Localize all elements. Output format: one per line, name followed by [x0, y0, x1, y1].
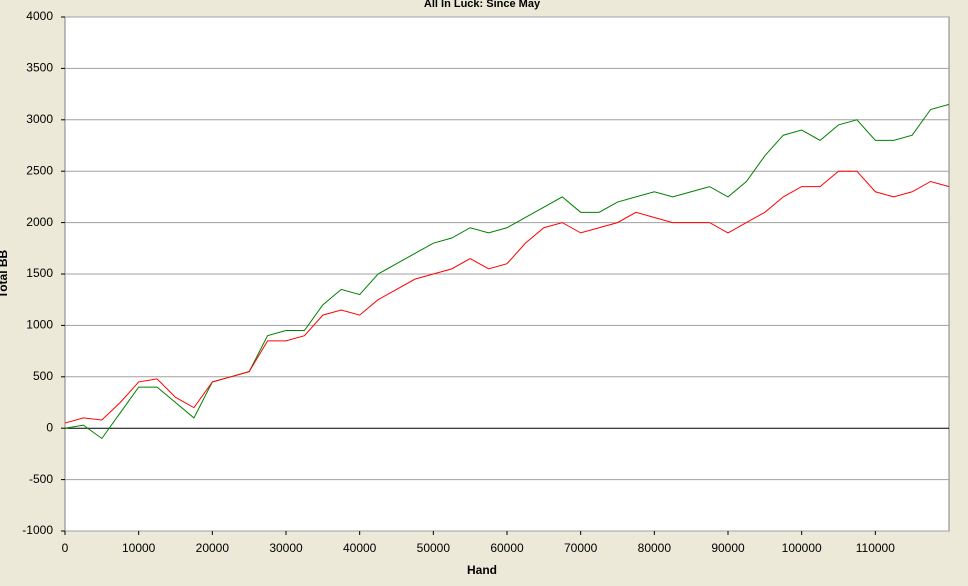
x-tick-label: 10000: [122, 541, 156, 555]
x-tick-label: 90000: [711, 541, 745, 555]
chart-title: All In Luck: Since May: [424, 0, 541, 10]
y-tick-label: 2500: [26, 163, 53, 177]
y-tick-label: 4000: [26, 9, 53, 23]
x-tick-label: 70000: [564, 541, 598, 555]
series-line: [64, 170, 950, 424]
x-tick-label: 50000: [417, 541, 451, 555]
y-tick-label: 1000: [26, 318, 53, 332]
y-tick-label: -500: [29, 472, 53, 486]
x-tick-label: 40000: [343, 541, 377, 555]
y-tick-label: -1000: [22, 523, 53, 537]
x-tick-label: 30000: [269, 541, 303, 555]
x-tick-label: 20000: [196, 541, 230, 555]
x-tick-label: 80000: [638, 541, 672, 555]
y-tick-label: 500: [33, 369, 53, 383]
x-tick-label: 60000: [490, 541, 524, 555]
y-tick-label: 0: [46, 420, 53, 434]
x-tick-label: 100000: [782, 541, 822, 555]
y-tick-label: 3500: [26, 61, 53, 75]
y-tick-label: 3000: [26, 112, 53, 126]
y-axis-label: Total BB: [0, 249, 10, 298]
x-tick-label: 0: [62, 541, 69, 555]
x-tick-label: 110000: [856, 541, 895, 555]
x-axis-label: Hand: [467, 563, 497, 577]
y-tick-label: 2000: [26, 215, 53, 229]
y-tick-label: 1500: [26, 266, 53, 280]
